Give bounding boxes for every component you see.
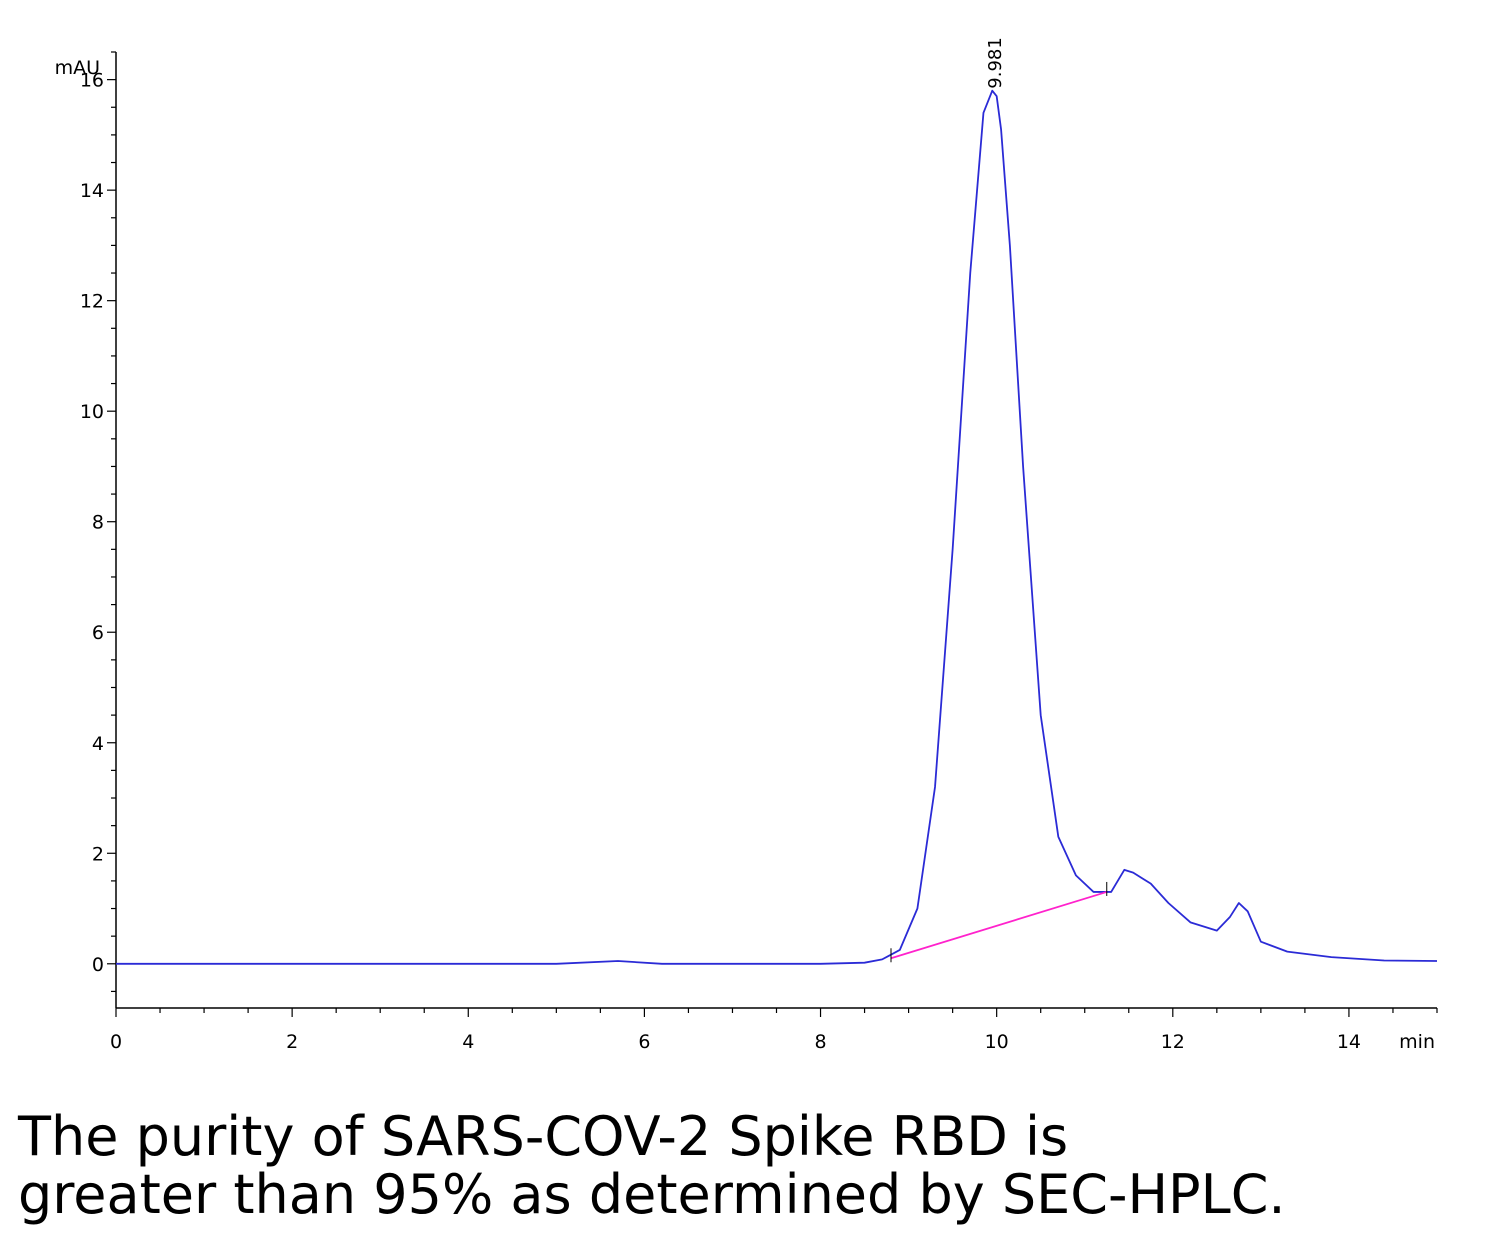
- x-tick-label: 6: [638, 1031, 650, 1053]
- x-tick-label: 12: [1161, 1031, 1185, 1053]
- x-tick-label: 14: [1337, 1031, 1361, 1053]
- y-tick-label: 14: [80, 180, 104, 202]
- baseline-line: [890, 891, 1108, 960]
- x-tick-label: 2: [286, 1031, 298, 1053]
- x-tick-label: 10: [985, 1031, 1009, 1053]
- y-tick-label: 8: [92, 512, 104, 534]
- x-tick-label: 0: [110, 1031, 122, 1053]
- x-axis-unit: min: [1399, 1031, 1435, 1053]
- caption-line-1: The purity of SARS-COV-2 Spike RBD is: [18, 1105, 1069, 1168]
- series-layer: [116, 89, 1438, 965]
- x-tick-label: 4: [462, 1031, 474, 1053]
- caption-line-2: greater than 95% as determined by SEC-HP…: [18, 1163, 1286, 1226]
- y-axis-unit: mAU: [55, 57, 100, 79]
- y-tick-label: 2: [92, 843, 104, 865]
- y-tick-label: 10: [80, 401, 104, 423]
- y-tick-label: 4: [92, 733, 104, 755]
- signal-trace: [116, 89, 1438, 965]
- y-tick-label: 6: [92, 622, 104, 644]
- peak-retention-label: 9.981: [985, 37, 1006, 89]
- y-tick-label: 0: [92, 954, 104, 976]
- y-tick-label: 16: [80, 70, 104, 92]
- x-tick-label: 8: [814, 1031, 826, 1053]
- annotation-layer: 9.981: [890, 37, 1108, 963]
- caption: The purity of SARS-COV-2 Spike RBD is gr…: [18, 1108, 1488, 1224]
- y-tick-label: 12: [80, 291, 104, 313]
